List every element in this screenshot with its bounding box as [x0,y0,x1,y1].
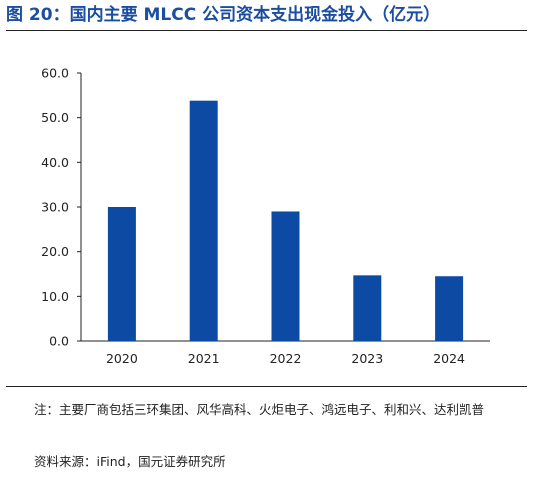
y-tick-label: 40.0 [41,155,69,170]
x-tick-label: 2022 [270,351,302,366]
title-rule [6,30,527,31]
y-tick-label: 20.0 [41,244,69,259]
y-tick-label: 0.0 [49,334,69,349]
y-tick-label: 60.0 [41,66,69,81]
y-tick-label: 30.0 [41,200,69,215]
y-tick-label: 50.0 [41,110,69,125]
x-tick-label: 2024 [433,351,465,366]
bar-2020 [107,207,136,341]
x-tick-label: 2020 [106,351,138,366]
x-tick-label: 2023 [351,351,383,366]
bar-chart: 0.0 10.0 20.0 30.0 40.0 50.0 60.0 2020 2021 2022 2… [41,66,490,366]
x-tick-label: 2021 [188,351,220,366]
bar-2023 [353,275,382,341]
y-tick-label: 10.0 [41,289,69,304]
figure-source: 资料来源：iFind，国元证券研究所 [34,454,226,469]
figure-note: 注：主要厂商包括三环集团、风华高科、火炬电子、鸿远电子、利和兴、达利凯普 [34,402,485,417]
figure-title: 图 20：国内主要 MLCC 公司资本支出现金投入（亿元） [6,5,441,25]
footer-rule [6,386,527,387]
bar-2021 [189,100,218,342]
bar-2022 [271,211,300,341]
bar-2024 [435,276,464,341]
